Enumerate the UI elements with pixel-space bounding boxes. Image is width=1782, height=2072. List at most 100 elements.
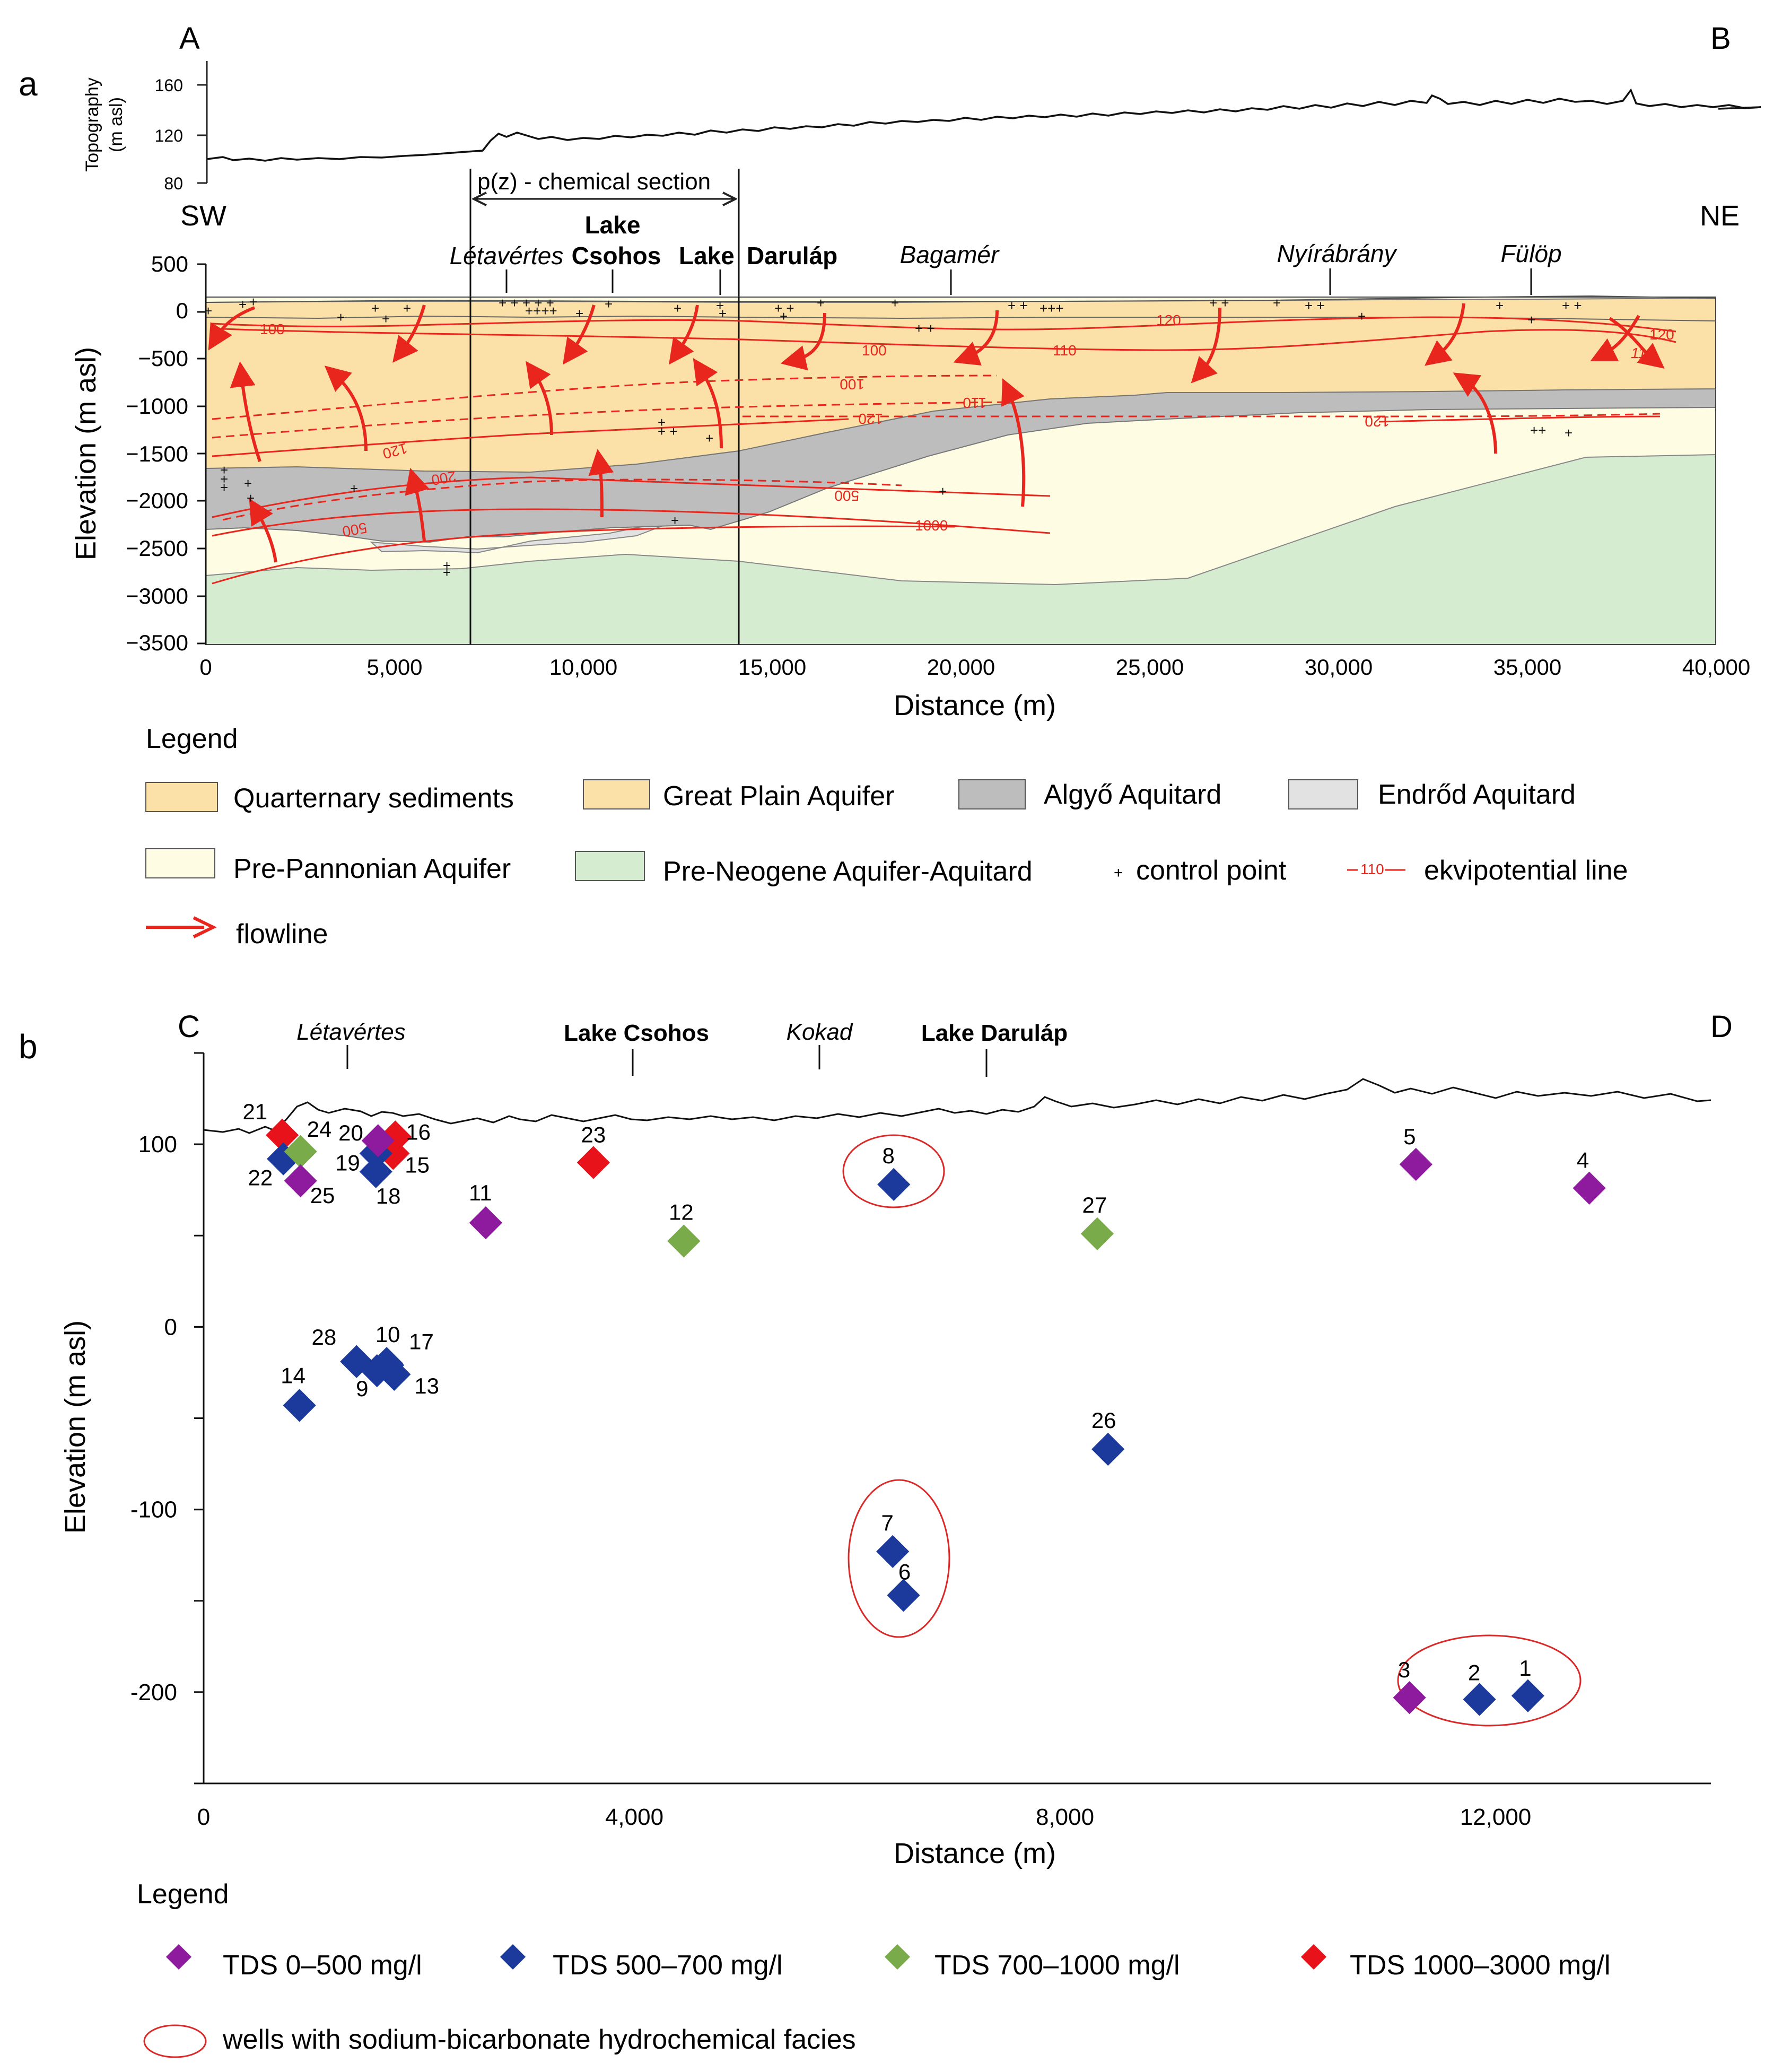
svg-text:+: + <box>1358 308 1366 324</box>
well-11: 11 <box>469 1180 502 1240</box>
well-label: 21 <box>242 1099 267 1124</box>
svg-text:+ +: + + <box>1562 298 1582 314</box>
xa-tick-35000: 35,000 <box>1493 655 1561 680</box>
xa-tick-0: 0 <box>199 655 212 680</box>
contour-label-500-dashed: 500 <box>834 487 859 504</box>
control-points: + + ++ +++ + + + + +++++ ++ + ++ + +++ ++ ++… <box>204 294 1582 580</box>
svg-text:+: + <box>658 414 666 430</box>
svg-text:+ + + + +: + + + + + <box>499 295 554 311</box>
ylabel-b: Elevation (m asl) <box>59 1320 91 1534</box>
well-26: 26 <box>1091 1408 1125 1466</box>
legend-great-plain: Great Plain Aquifer <box>663 781 894 812</box>
panel-b-letter: b <box>19 1028 38 1066</box>
well-25: 25 <box>284 1164 335 1208</box>
well-label: 28 <box>312 1325 337 1350</box>
contour-label-1000: 1000 <box>915 517 948 534</box>
svg-text:+: + <box>817 295 825 311</box>
contour-label-110-dashed: 110 <box>963 395 986 411</box>
y-ticks-a: 500 0 −500 −1000 −1500 −2000 −2500 −3000… <box>126 251 188 655</box>
x-tick-label: 0 <box>197 1804 210 1830</box>
ground-surface <box>205 295 1716 303</box>
well-marker <box>371 1348 405 1382</box>
sw-label: SW <box>180 200 226 232</box>
x-tick-label: 8,000 <box>1036 1804 1094 1830</box>
contour-label-120-dashed-a: 120 <box>858 411 883 427</box>
svg-text:++: ++ <box>1530 422 1546 438</box>
contour-label-100-dashed: 100 <box>840 376 864 393</box>
well-label: 23 <box>581 1122 606 1147</box>
flowlines <box>208 303 1665 563</box>
place-letavertes-b: Létavértes <box>296 1019 405 1045</box>
well-marker <box>877 1168 911 1201</box>
svg-text:+: + <box>220 462 228 478</box>
legend-ekvipotential: ekvipotential line <box>1424 855 1628 886</box>
legend-pre-pannonian: Pre-Pannonian Aquifer <box>233 854 511 884</box>
place-lake-darulap-b: Lake Daruláp <box>921 1020 1068 1046</box>
well-label: 8 <box>883 1143 895 1168</box>
svg-text:+: + <box>716 298 724 314</box>
y-ticks-b: 100 0 -100 -200 <box>130 1052 204 1784</box>
well-marker <box>1573 1171 1606 1205</box>
well-label: 22 <box>248 1165 273 1190</box>
well-8: 8 <box>877 1143 911 1201</box>
svg-text:+: + <box>674 300 682 316</box>
ylabel-a: Elevation (m asl) <box>70 347 102 560</box>
panel-b: b C D Létavértes Lake Csohos Kokad Lake … <box>19 1009 1733 2058</box>
corner-c-label: C <box>178 1009 200 1044</box>
well-marker <box>284 1135 317 1169</box>
place-lake-csohos-b: Lake Csohos <box>564 1020 709 1046</box>
ya-tick-neg2500: −2500 <box>126 536 188 561</box>
well-label: 16 <box>406 1119 431 1144</box>
facies-ellipse-wells-6-7 <box>848 1479 950 1638</box>
well-marker <box>1091 1432 1125 1466</box>
topography-line-b <box>203 1078 1711 1134</box>
ya-tick-neg500: −500 <box>138 346 188 371</box>
well-label: 7 <box>881 1510 894 1535</box>
contour-label-100b: 100 <box>862 342 887 359</box>
well-marker <box>469 1206 502 1240</box>
ya-tick-neg1500: −1500 <box>126 441 188 466</box>
well-4: 4 <box>1573 1148 1606 1205</box>
y-tick-label: 0 <box>164 1314 177 1340</box>
well-label: 24 <box>307 1117 332 1142</box>
cross-section: 100 100 110 120 120 110 1000 100 110 120… <box>204 294 1716 645</box>
svg-text:++++: ++++ <box>525 303 557 319</box>
legend-flowline: flowline <box>236 919 328 950</box>
legend-pre-neogene: Pre-Neogene Aquifer-Aquitard <box>663 856 1033 887</box>
well-28: 28 <box>312 1325 373 1378</box>
legend-b-title: Legend <box>137 1879 229 1910</box>
corner-d-label: D <box>1710 1009 1733 1044</box>
legend-ekvi-sample: 110 <box>1360 861 1384 877</box>
well-label: 10 <box>375 1322 400 1347</box>
xa-tick-25000: 25,000 <box>1116 655 1184 680</box>
well-18: 18 <box>359 1155 401 1208</box>
place-kokad: Kokad <box>787 1019 853 1045</box>
y-tick-label: -200 <box>130 1679 177 1705</box>
svg-text:+: + <box>239 297 247 312</box>
legend-tds4: TDS 1000–3000 mg/l <box>1350 1950 1610 1981</box>
svg-text:+: + <box>1496 298 1504 314</box>
svg-text:+: + <box>939 483 947 499</box>
legend-a-title: Legend <box>146 724 238 754</box>
svg-text:+: + <box>719 306 727 321</box>
chemical-section-label: p(z) - chemical section <box>477 169 711 195</box>
well-marker <box>340 1345 373 1378</box>
topography-inset: 160 120 80 Topography (m asl) <box>82 61 1761 193</box>
svg-text:+ +: + + <box>915 320 935 336</box>
contour-label-120a: 120 <box>1156 312 1181 328</box>
well-marker <box>1463 1683 1496 1716</box>
well-12: 12 <box>667 1200 701 1258</box>
wells: 1234567891011121314151617181920212223242… <box>242 1099 1606 1716</box>
x-tick-label: 12,000 <box>1460 1804 1532 1830</box>
xa-tick-40000: 40,000 <box>1682 655 1750 680</box>
place-nyirabrany: Nyírábrány <box>1277 240 1398 267</box>
place-fulop: Fülöp <box>1500 240 1561 267</box>
well-17: 17 <box>371 1329 434 1382</box>
well-23: 23 <box>576 1122 610 1179</box>
contour-label-110a: 110 <box>1053 342 1077 359</box>
facies-ellipse-well-8 <box>842 1134 945 1208</box>
well-label: 25 <box>310 1183 335 1208</box>
svg-text:+: + <box>1273 295 1281 311</box>
svg-text:+: + <box>1565 425 1573 441</box>
svg-text:+: + <box>220 471 228 487</box>
